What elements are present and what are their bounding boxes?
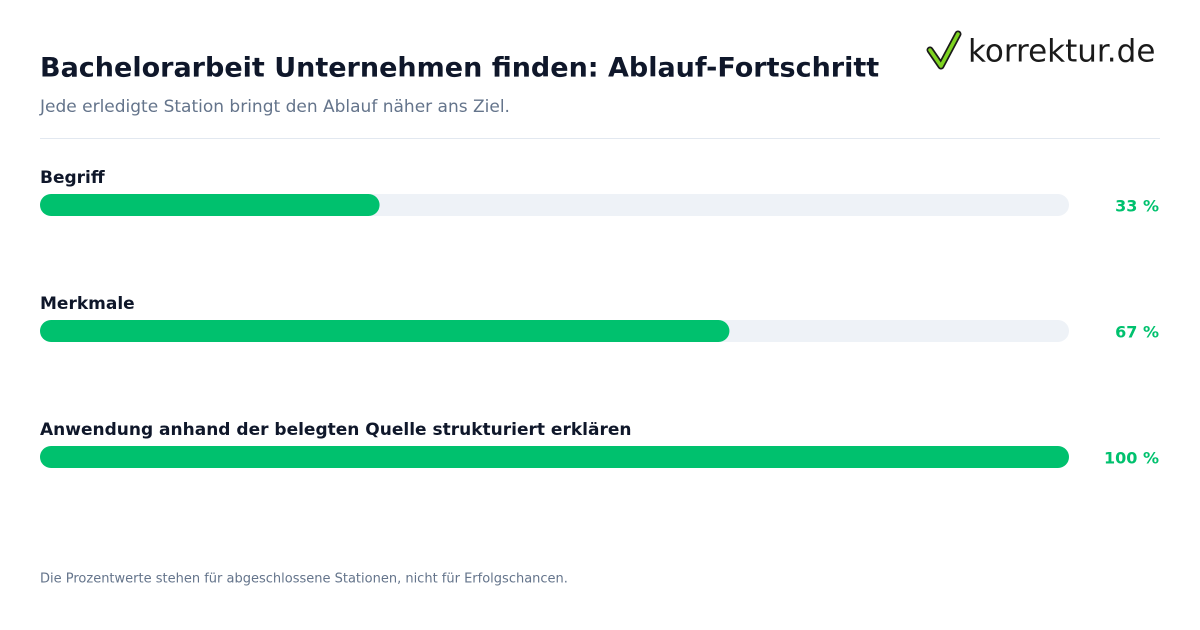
chart-title: Bachelorarbeit Unternehmen finden: Ablau… xyxy=(40,53,879,84)
logo-check xyxy=(928,32,960,68)
value-label: 33 % xyxy=(1115,197,1159,216)
row-label: Begriff xyxy=(40,168,105,188)
row-label: Anwendung anhand der belegten Quelle str… xyxy=(40,420,631,440)
value-label: 67 % xyxy=(1115,323,1159,342)
footnote: Die Prozentwerte stehen für abgeschlosse… xyxy=(40,572,568,587)
bar xyxy=(40,194,380,216)
logo-text: korrektur.de xyxy=(968,34,1155,70)
row-label: Merkmale xyxy=(40,294,135,314)
bar xyxy=(40,446,1069,468)
chart-subtitle: Jede erledigte Station bringt den Ablauf… xyxy=(39,97,510,117)
logo: korrektur.de xyxy=(926,30,1155,70)
bar xyxy=(40,320,730,342)
value-label: 100 % xyxy=(1104,449,1159,468)
